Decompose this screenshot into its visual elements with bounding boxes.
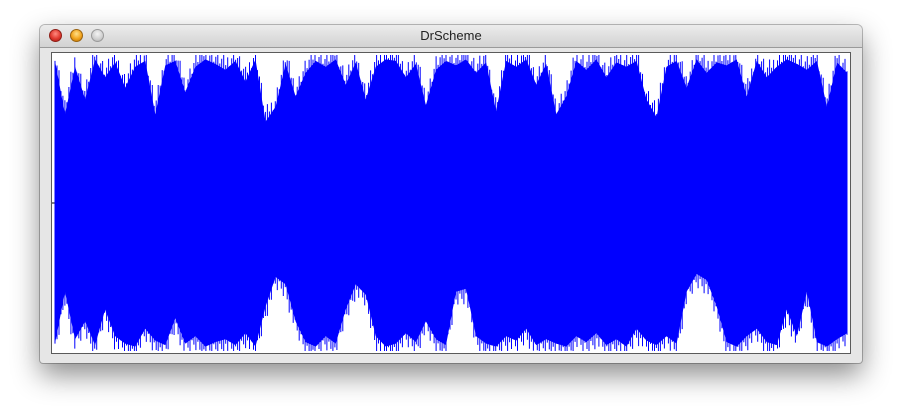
drscheme-window: DrScheme <box>40 25 862 363</box>
window-title: DrScheme <box>420 28 482 43</box>
minimize-window-icon[interactable] <box>70 29 83 42</box>
close-window-icon[interactable] <box>49 29 62 42</box>
zoom-window-icon[interactable] <box>91 29 104 42</box>
waveform-plot <box>52 55 848 351</box>
waveform-spikes <box>54 55 848 351</box>
title-bar[interactable]: DrScheme <box>40 25 862 48</box>
waveform-canvas[interactable] <box>51 52 851 354</box>
